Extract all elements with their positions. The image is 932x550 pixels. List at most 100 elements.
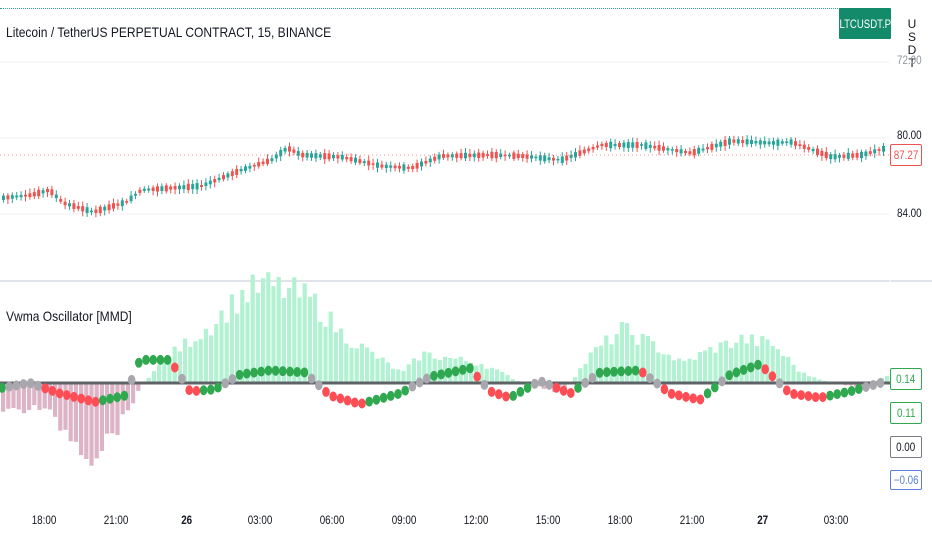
histogram-bar — [318, 321, 323, 383]
candle-body — [459, 153, 463, 159]
histogram-bar — [786, 357, 791, 383]
candle-body — [239, 168, 243, 172]
oscillator-dot — [415, 377, 424, 388]
oscillator-dot — [271, 365, 280, 376]
candle-body — [846, 152, 850, 159]
candle-body — [147, 188, 151, 191]
oscillator-dot — [351, 397, 359, 408]
candle-body — [719, 141, 723, 147]
histogram-bar — [89, 383, 94, 466]
candle-body — [794, 141, 797, 146]
candle-body — [596, 145, 599, 148]
candle-body — [780, 141, 784, 144]
histogram-bar — [510, 379, 515, 383]
candle-body — [490, 151, 494, 159]
histogram-bar — [58, 383, 63, 431]
candle-body — [538, 155, 542, 161]
oscillator-dot — [264, 365, 273, 376]
candle-body — [824, 151, 828, 159]
candle-body — [842, 154, 846, 158]
candle-body — [301, 152, 305, 158]
histogram-bar — [406, 364, 411, 383]
candle-body — [164, 185, 168, 192]
oscillator-dot — [819, 392, 827, 403]
osc-value-tag: 0.14 — [890, 368, 922, 390]
candle-body — [648, 144, 652, 148]
candle-body — [472, 153, 476, 158]
histogram-bar — [729, 347, 734, 383]
oscillator-dot — [624, 366, 633, 377]
oscillator-dot — [631, 365, 640, 376]
histogram-bar — [380, 357, 385, 383]
candle-body — [200, 185, 203, 187]
candle-body — [362, 161, 366, 164]
symbol-title[interactable]: Litecoin / TetherUS PERPETUAL CONTRACT, … — [6, 24, 332, 40]
osc-value-tag: 0.00 — [890, 436, 922, 458]
candle-body — [94, 209, 98, 214]
histogram-bar — [250, 274, 255, 383]
oscillator-dot — [775, 378, 784, 389]
oscillator-dot — [423, 373, 431, 384]
candle-body — [72, 203, 76, 209]
last-price-tag: 87.27 — [890, 144, 922, 166]
time-axis-label: 12:00 — [463, 513, 489, 527]
histogram-bar — [333, 332, 338, 383]
oscillator-dot — [581, 377, 589, 388]
candle-body — [587, 148, 591, 152]
histogram-bar — [739, 334, 744, 383]
oscillator-dot — [401, 385, 410, 396]
candle-body — [2, 195, 5, 200]
oscillator-dot — [804, 391, 813, 402]
symbol-badge-label: LTCUSDT.P — [839, 16, 891, 31]
histogram-bar — [313, 293, 318, 383]
candle-body — [204, 182, 208, 186]
histogram-bar — [157, 364, 162, 383]
candle-body — [235, 168, 239, 175]
candle-body — [622, 142, 626, 148]
histogram-bar — [640, 333, 645, 383]
candle-body — [543, 155, 547, 162]
candle-body — [41, 190, 45, 194]
oscillator-dot — [552, 382, 561, 393]
candle-body — [376, 162, 379, 168]
candle-body — [222, 175, 225, 180]
candle-body — [640, 144, 643, 146]
oscillator-dot — [516, 386, 525, 397]
oscillator-dot — [84, 395, 93, 406]
candle-body — [420, 161, 423, 167]
oscillator-dot — [135, 357, 143, 368]
osc-value-tag: 0.11 — [890, 402, 922, 424]
candle-body — [252, 164, 256, 167]
oscillator-dot — [747, 362, 755, 373]
histogram-bar — [281, 297, 286, 383]
histogram-bar — [271, 286, 276, 383]
histogram-bar — [11, 383, 16, 409]
histogram-bar — [261, 278, 266, 383]
indicator-title[interactable]: Vwma Oscillator [MMD] — [6, 308, 132, 324]
candle-body — [292, 149, 296, 153]
candle-body — [450, 154, 454, 158]
oscillator-dot — [451, 366, 460, 377]
oscillator-dot — [523, 382, 532, 393]
candle-body — [807, 147, 811, 150]
histogram-bar — [500, 371, 505, 383]
histogram-bar — [188, 346, 193, 383]
candle-body — [63, 201, 67, 206]
histogram-bar — [235, 313, 240, 383]
histogram-bar — [796, 371, 801, 383]
oscillator-dot — [387, 390, 395, 401]
candle-body — [393, 165, 397, 169]
histogram-bar — [630, 335, 635, 383]
candle-body — [763, 140, 767, 145]
candle-body — [574, 152, 577, 158]
histogram-bar — [391, 368, 396, 383]
symbol-badge[interactable]: LTCUSDT.P — [839, 8, 891, 39]
histogram-bar — [760, 336, 765, 383]
candle-body — [684, 150, 687, 154]
oscillator-dot — [855, 383, 863, 394]
oscillator-dot — [639, 367, 647, 378]
histogram-bar — [16, 383, 21, 410]
candle-body — [477, 152, 481, 158]
